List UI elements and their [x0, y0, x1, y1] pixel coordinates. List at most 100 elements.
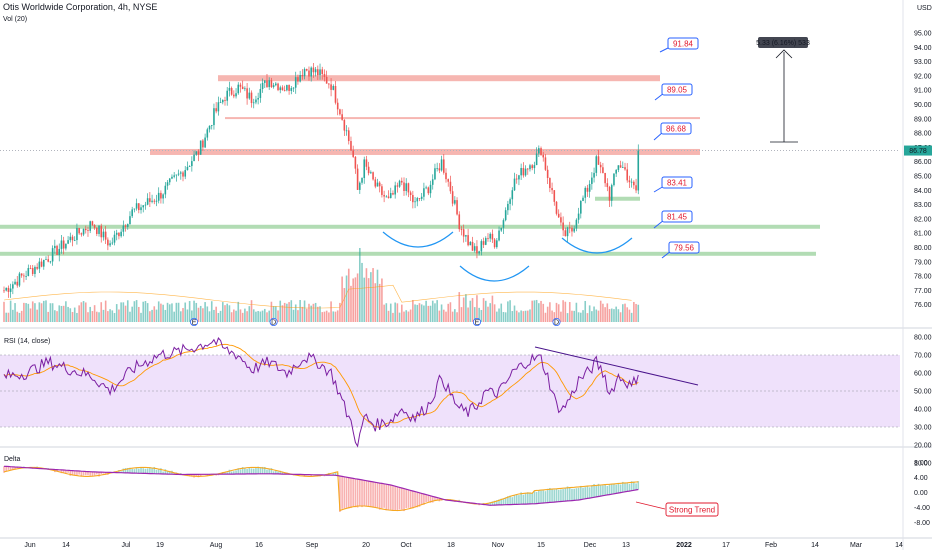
- candle-body: [9, 288, 12, 292]
- volume-bar: [299, 300, 301, 322]
- volume-bar: [182, 308, 184, 322]
- candle-body: [98, 225, 100, 234]
- volume-bar: [312, 303, 315, 322]
- level-tag-box: [660, 122, 692, 135]
- delta-bar: [261, 466, 264, 474]
- delta-bar: [3, 466, 5, 473]
- volume-bar: [275, 306, 277, 322]
- delta-bar: [250, 468, 253, 474]
- volume-bar: [113, 313, 116, 322]
- delta-bar: [387, 484, 390, 510]
- volume-bar: [138, 306, 140, 322]
- delta-bar: [416, 492, 419, 508]
- candle-body: [40, 261, 43, 267]
- delta-bar: [323, 475, 326, 477]
- delta-bar: [275, 470, 277, 474]
- volume-bar: [65, 301, 67, 322]
- volume-bar: [553, 312, 556, 322]
- rsi-label: RSI (14, close): [4, 338, 50, 345]
- delta-bar: [341, 476, 343, 509]
- price-tick-label: 84.00: [914, 188, 932, 195]
- volume-bar: [328, 312, 330, 322]
- delta-bar: [626, 483, 629, 492]
- volume-bar: [496, 311, 498, 322]
- volume-bar: [91, 311, 94, 322]
- candle-body: [226, 90, 229, 101]
- candle-body: [56, 245, 58, 255]
- volume-bar: [104, 300, 107, 322]
- candle-body: [343, 119, 346, 131]
- event-marker: [552, 317, 561, 326]
- volume-bar: [588, 305, 591, 322]
- price-tick-label: 92.00: [914, 73, 932, 80]
- volume-bar: [107, 311, 109, 322]
- candle-body: [263, 80, 266, 83]
- delta-bar: [241, 467, 244, 474]
- volume-bar: [383, 304, 385, 322]
- candle-body: [23, 275, 25, 277]
- delta-bar: [76, 470, 78, 476]
- candle-body: [325, 76, 328, 84]
- candle-body: [551, 188, 553, 191]
- candle-body: [332, 86, 335, 90]
- delta-bar: [350, 477, 352, 509]
- volume-bar: [580, 312, 582, 322]
- candle-body: [418, 198, 421, 199]
- candle-body: [341, 114, 343, 120]
- delta-bar: [522, 494, 525, 505]
- time-tick-label: 14: [811, 542, 819, 549]
- delta-bar: [354, 478, 357, 508]
- level-tag-box: [667, 37, 699, 50]
- price-tick-label: 79.00: [914, 259, 932, 266]
- candle-body: [456, 200, 458, 215]
- price-tick-label: 88.00: [914, 131, 932, 138]
- volume-bar: [471, 298, 474, 322]
- volume-bar: [515, 310, 518, 322]
- candle-body: [294, 77, 297, 88]
- volume-bar: [305, 308, 308, 322]
- volume-bar: [507, 301, 509, 322]
- candle-body: [507, 203, 509, 211]
- delta-bar: [500, 498, 503, 505]
- volume-bar: [237, 301, 240, 322]
- volume-bar: [405, 310, 408, 322]
- candle-body: [420, 196, 423, 199]
- volume-bar: [407, 311, 410, 322]
- volume-bar: [350, 285, 352, 322]
- level-band-83.41: [595, 196, 640, 201]
- volume-bar: [155, 309, 158, 322]
- candle-body: [540, 148, 542, 155]
- delta-bar: [409, 490, 412, 509]
- price-tick-label: 94.00: [914, 45, 932, 52]
- delta-bar: [135, 467, 138, 474]
- volume-bar: [613, 309, 615, 322]
- candle-body: [104, 231, 107, 240]
- candle-body: [321, 69, 324, 75]
- volume-bar: [20, 310, 23, 322]
- candle-body: [257, 97, 259, 100]
- candle-body: [102, 231, 105, 238]
- delta-bar: [199, 474, 202, 476]
- delta-bar: [564, 487, 567, 502]
- volume-bar: [633, 302, 635, 322]
- volume-bar: [100, 302, 103, 322]
- candle-body: [577, 213, 580, 220]
- candle-body: [526, 168, 529, 170]
- delta-bar: [131, 468, 133, 474]
- level-tag-81.45: 81.45: [667, 213, 688, 222]
- delta-bar: [573, 488, 575, 501]
- candle-body: [135, 203, 138, 209]
- candle-body: [580, 201, 582, 214]
- candle-body: [409, 192, 412, 196]
- volume-bar: [244, 308, 246, 322]
- volume-bar: [418, 303, 421, 322]
- delta-bar: [381, 483, 383, 509]
- volume-bar: [208, 311, 211, 322]
- volume-bar: [323, 311, 326, 322]
- candle-body: [138, 203, 140, 211]
- volume-bar: [78, 305, 80, 322]
- volume-bar: [577, 312, 580, 322]
- delta-bar: [637, 481, 640, 490]
